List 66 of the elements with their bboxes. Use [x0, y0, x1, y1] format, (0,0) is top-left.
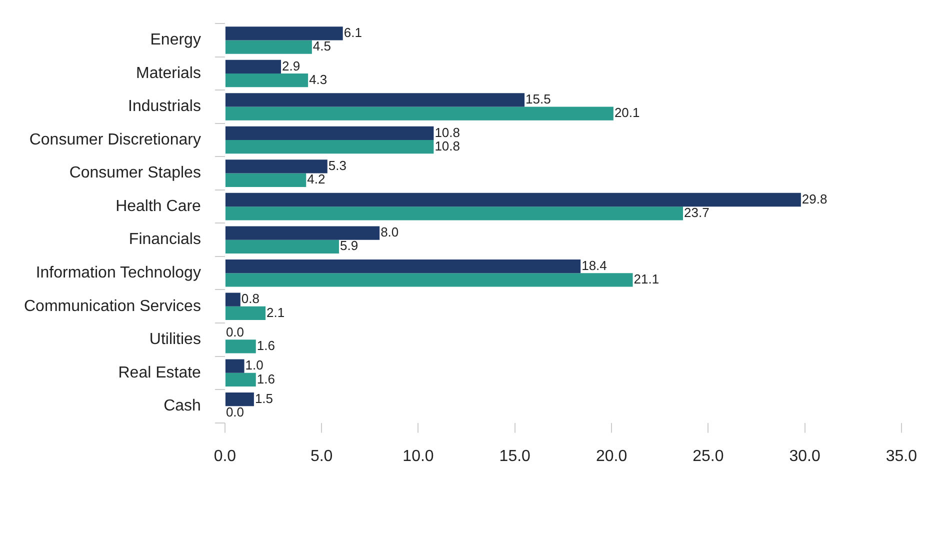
data-label: 23.7 — [684, 204, 710, 220]
y-tick-label: Materials — [136, 64, 201, 82]
y-tick-label: Financials — [128, 231, 201, 248]
x-tick-label: 30.0 — [789, 448, 820, 465]
bar — [225, 306, 266, 320]
data-label: 15.5 — [526, 92, 551, 107]
bar — [225, 106, 614, 120]
data-label: 29.8 — [802, 191, 828, 206]
data-label: 5.9 — [340, 238, 358, 254]
bar — [225, 226, 380, 240]
data-label: 20.1 — [614, 105, 640, 120]
bar — [225, 292, 240, 306]
bar — [225, 259, 581, 274]
bar — [225, 40, 312, 54]
data-label: 2.1 — [266, 304, 285, 320]
data-label: 5.3 — [328, 158, 346, 174]
bar — [225, 392, 254, 406]
bar — [225, 273, 633, 287]
y-tick-label: Communication Services — [24, 298, 201, 315]
data-label: 0.8 — [241, 291, 260, 306]
x-tick-label: 20.0 — [596, 448, 628, 465]
data-label: 1.5 — [254, 390, 274, 406]
data-label: 8.0 — [380, 224, 399, 240]
data-label: 0.0 — [226, 404, 244, 420]
x-tick-label: 0.0 — [214, 448, 236, 465]
data-label: 4.2 — [307, 172, 326, 187]
data-label: 10.8 — [434, 138, 460, 154]
x-tick-label: 10.0 — [402, 448, 434, 465]
y-tick-label: Health Care — [116, 198, 202, 215]
bar — [225, 140, 434, 154]
data-label: 4.5 — [312, 38, 332, 54]
bar — [225, 160, 328, 174]
y-tick-label: Energy — [150, 32, 201, 49]
data-label: 1.6 — [256, 371, 275, 386]
bar — [225, 126, 434, 140]
bar — [225, 74, 308, 88]
x-tick-label: 5.0 — [310, 448, 333, 465]
data-label: 4.3 — [309, 72, 328, 87]
y-tick-label: Industrials — [128, 98, 201, 116]
y-tick-label: Cash — [164, 398, 201, 415]
data-label: 1.0 — [245, 358, 264, 373]
bar — [225, 206, 684, 220]
bar — [225, 359, 244, 373]
data-label: 21.1 — [634, 272, 660, 286]
x-tick-label: 35.0 — [886, 448, 918, 465]
data-label: 0.0 — [226, 324, 244, 340]
bar — [225, 372, 256, 387]
data-label: 18.4 — [582, 258, 607, 273]
bar — [225, 93, 525, 107]
y-tick-label: Consumer Staples — [69, 164, 201, 182]
data-label: 10.8 — [434, 124, 460, 140]
data-label: 2.9 — [282, 58, 300, 74]
bar — [225, 173, 306, 187]
x-tick-label: 25.0 — [692, 448, 724, 465]
y-tick-label: Information Technology — [36, 264, 201, 282]
data-label: 1.6 — [256, 338, 275, 354]
bar — [225, 60, 282, 74]
y-tick-label: Real Estate — [118, 364, 202, 382]
bar — [225, 26, 343, 40]
data-label: 6.1 — [344, 24, 362, 40]
y-tick-label: Consumer Discretionary — [29, 131, 201, 148]
bar — [225, 240, 339, 254]
bar — [225, 192, 801, 207]
y-tick-label: Utilities — [149, 331, 201, 348]
x-tick-label: 15.0 — [499, 448, 531, 465]
bar — [225, 340, 256, 354]
